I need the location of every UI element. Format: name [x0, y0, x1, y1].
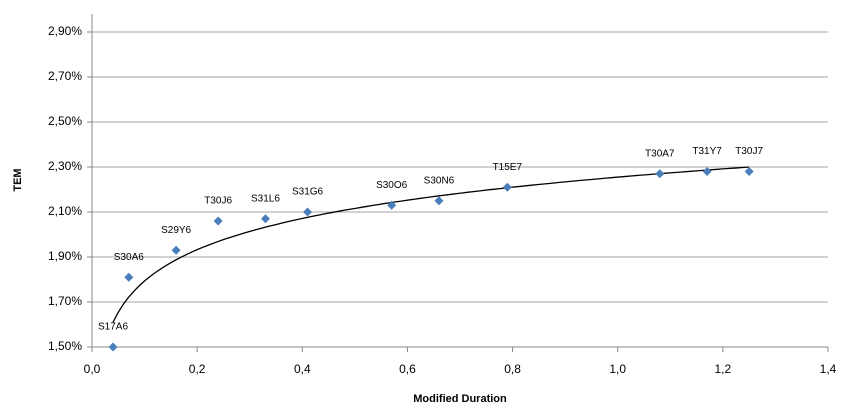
- x-tick-label: 0,2: [189, 362, 206, 376]
- x-tick-label: 1,4: [820, 362, 837, 376]
- point: [108, 342, 118, 352]
- point-label: S31L6: [251, 193, 280, 204]
- point-label: S31G6: [292, 187, 324, 198]
- point: [124, 272, 134, 282]
- y-tick-label: 2,10%: [48, 204, 82, 218]
- y-tick-label: 2,50%: [48, 114, 82, 128]
- point-label: T31Y7: [692, 146, 722, 157]
- y-tick-label: 1,90%: [48, 249, 82, 263]
- x-tick-label: 0,0: [84, 362, 101, 376]
- point-label: T30A7: [645, 148, 675, 159]
- point: [655, 169, 665, 179]
- point: [502, 182, 512, 192]
- y-tick-label: 2,70%: [48, 69, 82, 83]
- y-tick-label: 2,30%: [48, 159, 82, 173]
- point-label: S17A6: [98, 322, 128, 333]
- point-label: S30N6: [424, 175, 455, 186]
- point: [434, 196, 444, 206]
- point-label: T15E7: [493, 162, 523, 173]
- x-tick-label: 0,8: [504, 362, 521, 376]
- trendline: [112, 166, 750, 323]
- point: [744, 167, 754, 176]
- point-label: S29Y6: [161, 225, 191, 236]
- x-tick-label: 0,6: [399, 362, 416, 376]
- point: [303, 207, 313, 217]
- point: [260, 214, 270, 224]
- y-tick-label: 1,70%: [48, 294, 82, 308]
- x-tick-label: 1,2: [715, 362, 732, 376]
- point-label: T30J6: [204, 196, 232, 207]
- y-tick-label: 2,90%: [48, 24, 82, 38]
- x-tick-label: 0,4: [294, 362, 311, 376]
- x-tick-label: 1,0: [609, 362, 626, 376]
- point: [387, 200, 397, 210]
- point: [213, 216, 223, 226]
- y-tick-label: 1,50%: [48, 339, 82, 353]
- point-label: S30O6: [376, 180, 408, 191]
- point: [171, 245, 181, 255]
- y-axis-label: TEM: [12, 168, 24, 191]
- x-axis-label: Modified Duration: [413, 393, 507, 405]
- point: [702, 167, 712, 176]
- point-label: T30J7: [735, 146, 763, 157]
- point-label: S30A6: [114, 252, 144, 263]
